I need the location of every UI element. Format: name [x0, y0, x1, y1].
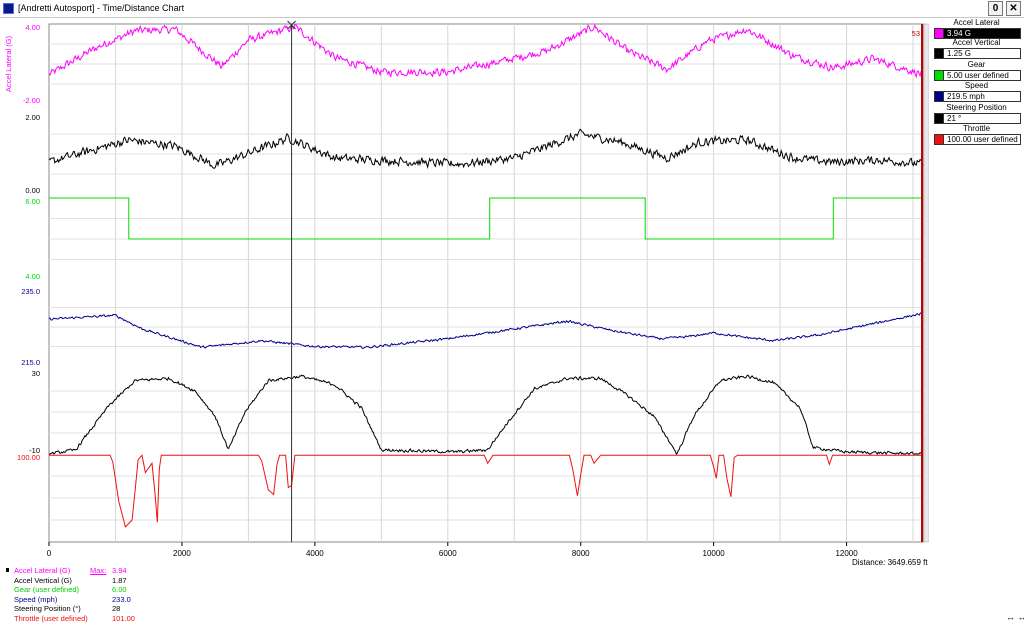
- max-label[interactable]: Max:: [90, 566, 107, 575]
- series-line-steering-position: [49, 374, 923, 455]
- stats-row[interactable]: Speed (mph) 233.0: [6, 595, 206, 605]
- legend-color-swatch: [935, 114, 944, 123]
- y-axis-title: Accel Lateral (G): [4, 35, 13, 92]
- stats-channel-name: Steering Position (°): [14, 604, 81, 613]
- legend-value-box: 1.25 G: [934, 48, 1021, 59]
- app-icon: [3, 3, 14, 14]
- title-bar: [Andretti Autosport] - Time/Distance Cha…: [0, 0, 1024, 18]
- stats-row[interactable]: Accel Vertical (G) 1.87: [6, 576, 206, 586]
- y-axis-top-label: 4.00: [25, 23, 40, 32]
- stats-channel-name: Gear (user defined): [14, 585, 80, 594]
- x-axis-tick-label: 4000: [306, 549, 324, 558]
- legend-value-box: 219.5 mph: [934, 91, 1021, 102]
- legend-channel-name: Accel Lateral: [953, 18, 1000, 27]
- plot-area: [48, 23, 924, 543]
- series-line-gear: [49, 197, 923, 240]
- legend-value: 21 °: [947, 114, 962, 123]
- x-axis-tick-label: 12000: [835, 549, 858, 558]
- max-stats-table: Accel Lateral (G) Max: 3.94 Accel Vertic…: [6, 566, 206, 623]
- y-axis-bottom-label: -2.00: [23, 96, 40, 105]
- series-line-throttle: [49, 454, 923, 528]
- stats-channel-name: Accel Vertical (G): [14, 575, 72, 585]
- series-line-speed: [48, 311, 924, 350]
- series-line-accel-vertical: [48, 128, 924, 170]
- legend-item-speed[interactable]: Speed 219.5 mph: [929, 81, 1024, 105]
- stats-max-value: 101.00: [112, 613, 135, 623]
- legend-value-box: 3.94 G: [934, 28, 1021, 39]
- y-axis-bottom-label: 215.0: [21, 358, 40, 367]
- stats-row[interactable]: Steering Position (°) 28: [6, 604, 206, 614]
- stats-row[interactable]: Throttle (user defined) 101.00: [6, 614, 206, 624]
- legend-item-steering-position[interactable]: Steering Position 21 °: [929, 103, 1024, 127]
- stats-channel-name: Accel Lateral (G): [14, 566, 71, 575]
- legend-channel-name: Speed: [964, 81, 989, 90]
- cursor-handle-icon: [287, 20, 296, 30]
- scroll-arrows-icon[interactable]: ↔ ↔: [1006, 612, 1024, 622]
- y-axis-bottom-label: 0.00: [25, 186, 40, 195]
- legend-channel-name: Throttle: [962, 124, 991, 133]
- legend-color-swatch: [935, 71, 944, 80]
- y-axis-top-label: 2.00: [25, 113, 40, 122]
- time-distance-chart[interactable]: 0 2000 4000 6000 8000 10000 12000 4.00 -2.00 Acce…: [0, 18, 930, 570]
- x-axis-tick-label: 10000: [703, 549, 726, 558]
- legend-value: 1.25 G: [947, 49, 972, 58]
- stats-channel-name: Speed (mph): [14, 594, 58, 604]
- x-axis-tick-label: 2000: [173, 549, 191, 558]
- legend-color-swatch: [935, 29, 944, 38]
- stats-channel-name: Throttle (user defined): [14, 613, 88, 623]
- stats-row[interactable]: Gear (user defined) 6.00: [6, 585, 206, 595]
- y-axis-top-label: 100.00: [17, 453, 40, 462]
- legend-color-swatch: [935, 92, 944, 101]
- legend-value-box: 5.00 user defined: [934, 70, 1021, 81]
- y-axis-top-label: 30: [32, 369, 40, 378]
- y-axis-bottom-label: 4.00: [25, 272, 40, 281]
- x-axis-tick-label: 8000: [572, 549, 590, 558]
- x-axis-tick-label: 6000: [439, 549, 457, 558]
- legend-color-swatch: [935, 49, 944, 58]
- stats-max-value: 1.87: [112, 575, 127, 585]
- legend-color-swatch: [935, 135, 944, 144]
- legend-value: 3.94 G: [947, 29, 972, 38]
- distance-readout: Distance: 3649.659 ft: [852, 558, 928, 567]
- y-axis-top-label: 235.0: [21, 287, 40, 296]
- series-line-accel-lateral: [48, 23, 924, 79]
- legend-item-throttle[interactable]: Throttle 100.00 user defined: [929, 124, 1024, 148]
- legend-item-accel-vertical[interactable]: Accel Vertical 1.25 G: [929, 38, 1024, 62]
- stats-max-value: 3.94: [112, 566, 127, 575]
- stats-max-value: 233.0: [112, 594, 131, 604]
- legend-item-accel-lateral[interactable]: Accel Lateral 3.94 G: [929, 18, 1024, 42]
- legend-value: 5.00 user defined: [947, 71, 1009, 80]
- legend-channel-name: Steering Position: [946, 103, 1007, 112]
- legend-item-gear[interactable]: Gear 5.00 user defined: [929, 60, 1024, 84]
- legend-channel-name: Accel Vertical: [952, 38, 1001, 47]
- channel-legend: Accel Lateral 3.94 G Accel Vertical 1.25…: [929, 18, 1024, 558]
- pin-button[interactable]: 0: [988, 1, 1003, 16]
- selected-marker: [6, 568, 9, 572]
- legend-value-box: 21 °: [934, 113, 1021, 124]
- y-axis-top-label: 6.00: [25, 197, 40, 206]
- y-axis-bottom-label: -10: [29, 446, 40, 455]
- legend-value: 219.5 mph: [947, 92, 985, 101]
- stats-max-value: 6.00: [112, 585, 127, 594]
- close-button[interactable]: ✕: [1006, 1, 1021, 16]
- stats-row[interactable]: Accel Lateral (G) Max: 3.94: [6, 566, 206, 576]
- legend-value-box: 100.00 user defined: [934, 134, 1021, 145]
- lap-number-label: 53: [912, 29, 920, 38]
- stats-max-value: 28: [112, 604, 121, 613]
- legend-channel-name: Gear: [967, 60, 986, 69]
- legend-value: 100.00 user defined: [947, 135, 1018, 144]
- window-title: [Andretti Autosport] - Time/Distance Cha…: [18, 3, 185, 13]
- x-axis-tick-label: 0: [47, 549, 52, 558]
